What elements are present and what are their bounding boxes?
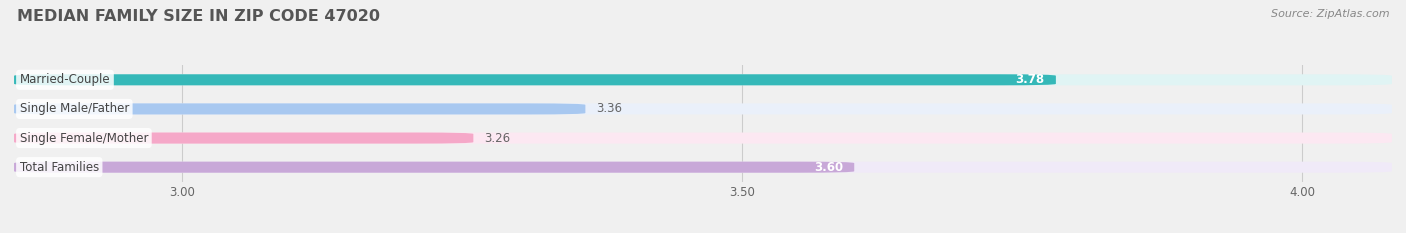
FancyBboxPatch shape xyxy=(14,162,1392,173)
Text: 3.60: 3.60 xyxy=(814,161,844,174)
FancyBboxPatch shape xyxy=(14,74,1392,85)
Text: 3.78: 3.78 xyxy=(1015,73,1045,86)
Text: 3.26: 3.26 xyxy=(485,132,510,144)
FancyBboxPatch shape xyxy=(14,74,1056,85)
Text: Single Female/Mother: Single Female/Mother xyxy=(20,132,148,144)
Text: Source: ZipAtlas.com: Source: ZipAtlas.com xyxy=(1271,9,1389,19)
FancyBboxPatch shape xyxy=(14,162,855,173)
FancyBboxPatch shape xyxy=(14,133,474,144)
Text: MEDIAN FAMILY SIZE IN ZIP CODE 47020: MEDIAN FAMILY SIZE IN ZIP CODE 47020 xyxy=(17,9,380,24)
Text: 3.36: 3.36 xyxy=(596,103,623,115)
Text: Total Families: Total Families xyxy=(20,161,98,174)
Text: Single Male/Father: Single Male/Father xyxy=(20,103,129,115)
FancyBboxPatch shape xyxy=(14,103,585,114)
Text: Married-Couple: Married-Couple xyxy=(20,73,110,86)
FancyBboxPatch shape xyxy=(14,103,1392,114)
FancyBboxPatch shape xyxy=(14,133,1392,144)
